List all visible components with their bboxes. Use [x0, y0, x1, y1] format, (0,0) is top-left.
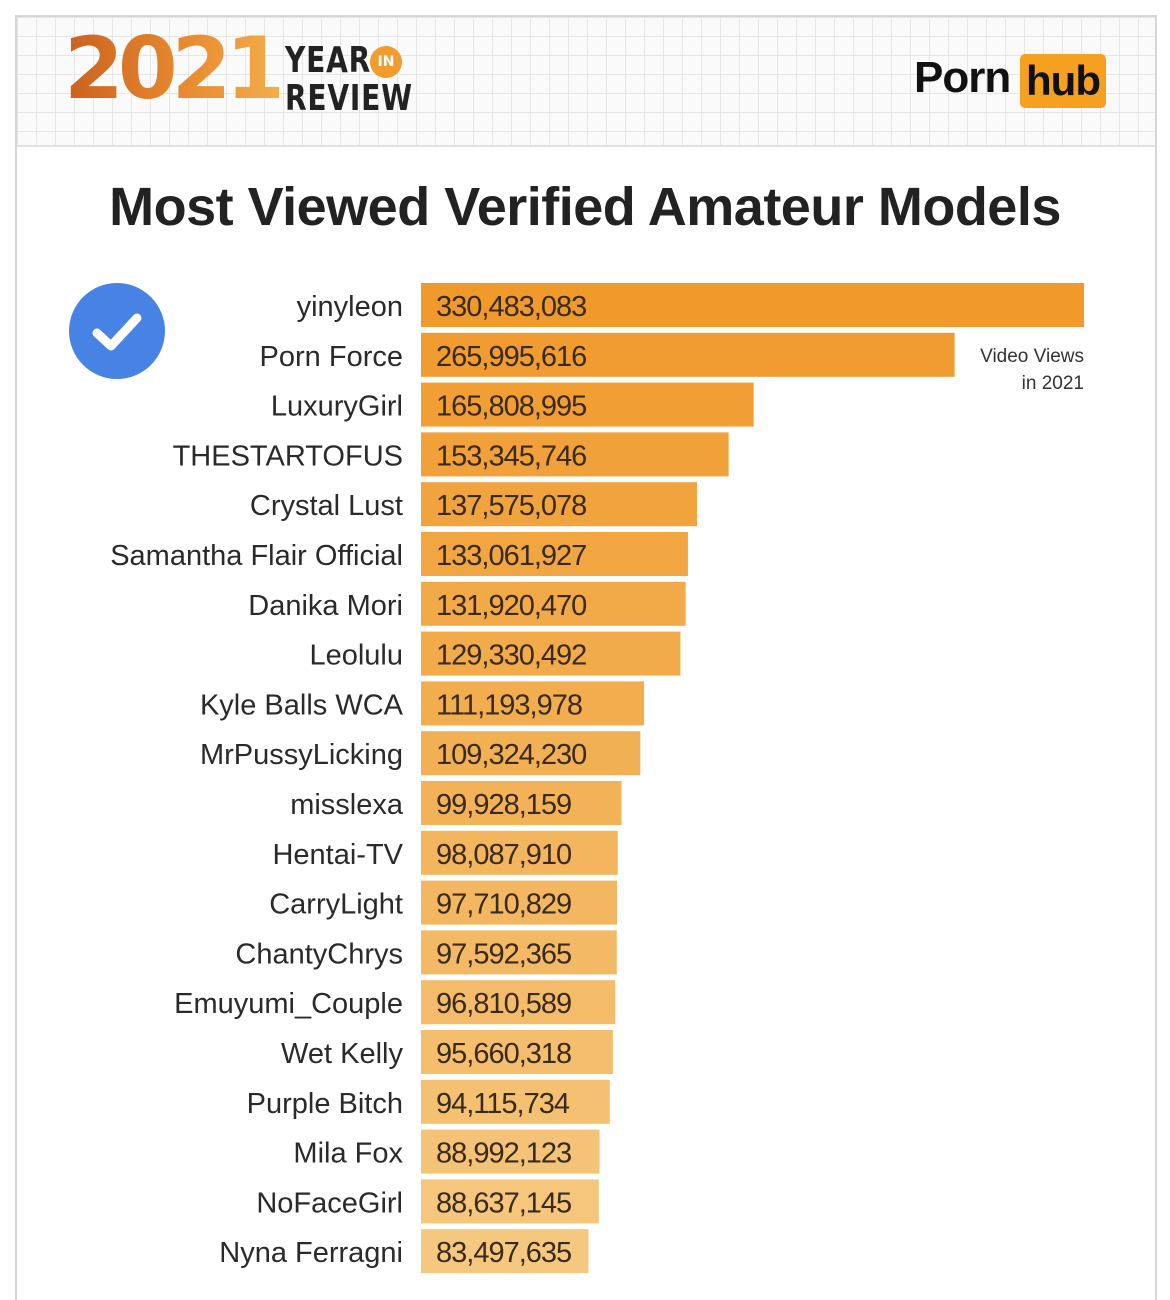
category-label: MrPussyLicking	[200, 739, 403, 771]
bar-value-label: 99,928,159	[436, 789, 571, 821]
brand-logo-left: Porn	[914, 53, 1011, 102]
bar-value-label: 109,324,230	[436, 739, 586, 771]
bar-value-label: 83,497,635	[436, 1237, 571, 1269]
bar	[421, 830, 618, 875]
bar-value-label: 94,115,734	[436, 1088, 570, 1120]
bar	[421, 283, 1084, 327]
category-label: Mila Fox	[293, 1138, 403, 1170]
in-badge: IN	[370, 46, 402, 78]
category-label: Crystal Lust	[250, 490, 403, 522]
bar-value-label: 97,592,365	[436, 938, 571, 970]
bar	[421, 1229, 589, 1274]
year-in-review-label: YEAR REVIEW	[285, 42, 413, 118]
chart-note: Video Views in 2021	[960, 343, 1084, 397]
bar-value-label: 129,330,492	[436, 640, 586, 672]
category-label: Danika Mori	[248, 590, 403, 622]
category-label: Emuyumi_Couple	[174, 988, 403, 1020]
category-label: Purple Bitch	[247, 1088, 403, 1120]
bar-value-label: 111,193,978	[436, 689, 582, 721]
category-label: Wet Kelly	[281, 1038, 403, 1070]
bar	[421, 1179, 599, 1224]
bar-value-label: 96,810,589	[436, 988, 571, 1020]
bar-value-label: 88,637,145	[436, 1187, 571, 1219]
bar-value-label: 88,992,123	[436, 1138, 571, 1170]
year-label: YEAR	[285, 40, 371, 81]
category-label: CarryLight	[269, 889, 403, 921]
bar-value-label: 133,061,927	[436, 540, 586, 572]
bar	[421, 1079, 610, 1124]
category-label: Leolulu	[309, 640, 403, 672]
bar-value-label: 165,808,995	[436, 391, 586, 423]
category-label: Hentai-TV	[272, 839, 403, 871]
bar-value-label: 131,920,470	[436, 590, 586, 622]
category-label: Nyna Ferragni	[219, 1237, 403, 1269]
bar	[421, 1030, 613, 1074]
bar	[421, 980, 616, 1025]
bar-value-label: 97,710,829	[436, 889, 571, 921]
brand-logo-right: hub	[1020, 54, 1106, 108]
category-label: Porn Force	[260, 341, 403, 373]
bar	[421, 880, 618, 925]
chart-note-line2: in 2021	[1021, 373, 1084, 394]
bar-value-label: 98,087,910	[436, 839, 571, 871]
bar	[421, 432, 729, 477]
bar	[421, 631, 681, 676]
chart-note-line1: Video Views	[980, 346, 1084, 367]
category-label: misslexa	[290, 789, 404, 821]
year-logo: 2021	[64, 19, 285, 119]
chart-title: Most Viewed Verified Amateur Models	[109, 177, 1061, 237]
bar	[421, 681, 645, 726]
category-label: NoFaceGirl	[256, 1187, 403, 1219]
bar	[421, 930, 617, 975]
category-label: LuxuryGirl	[271, 391, 403, 423]
bar	[421, 731, 641, 776]
header-banner	[17, 17, 1155, 147]
category-label: yinyleon	[297, 291, 403, 323]
category-label: ChantyChrys	[235, 938, 403, 970]
review-label: REVIEW	[285, 78, 413, 119]
bar-value-label: 153,345,746	[436, 440, 586, 472]
bar	[421, 482, 697, 527]
bar	[421, 581, 686, 626]
bar	[421, 382, 754, 427]
bar	[421, 1129, 600, 1174]
category-label: Kyle Balls WCA	[200, 689, 404, 721]
bar-value-label: 330,483,083	[436, 291, 586, 323]
bar-value-label: 95,660,318	[436, 1038, 571, 1070]
verified-check-icon	[69, 283, 165, 379]
bar	[421, 332, 955, 377]
bar	[421, 781, 622, 825]
bar-value-label: 265,995,616	[436, 341, 586, 373]
category-label: Samantha Flair Official	[110, 540, 403, 572]
bar-value-label: 137,575,078	[436, 490, 586, 522]
bar	[421, 532, 688, 576]
category-label: THESTARTOFUS	[173, 440, 403, 472]
